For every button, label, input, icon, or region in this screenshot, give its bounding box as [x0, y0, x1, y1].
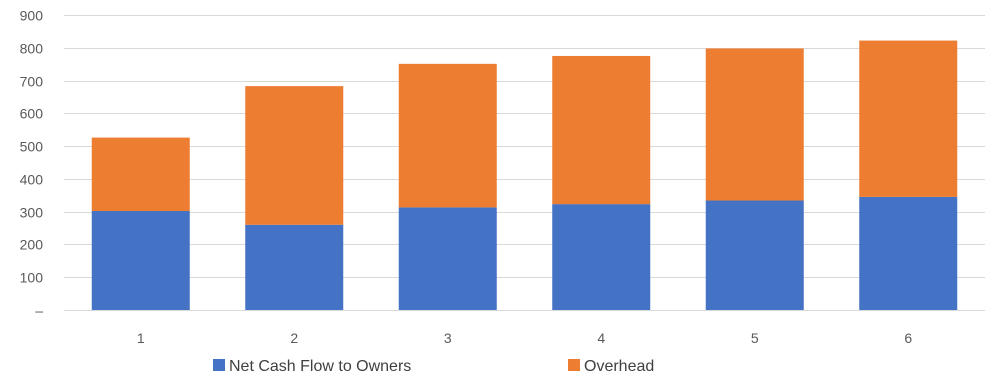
- bar-net-cash-flow: [398, 207, 497, 310]
- y-axis-tick-labels: – 100 200 300 400 500 600 700 800 900: [20, 8, 44, 319]
- y-tick-label: 600: [20, 106, 44, 122]
- legend-label-overhead: Overhead: [584, 358, 654, 375]
- y-tick-label: –: [35, 303, 43, 319]
- bar-overhead: [705, 48, 804, 201]
- y-tick-label: 200: [20, 237, 44, 253]
- bar-overhead: [398, 63, 497, 208]
- bar-net-cash-flow: [859, 196, 958, 310]
- x-tick-label: 4: [597, 330, 605, 346]
- y-tick-label: 100: [20, 270, 44, 286]
- y-tick-label: 800: [20, 41, 44, 57]
- x-axis-tick-labels: 1 2 3 4 5 6: [137, 330, 913, 346]
- y-tick-label: 500: [20, 139, 44, 155]
- bar-overhead: [859, 40, 958, 197]
- bar-overhead: [552, 55, 651, 205]
- bars: [91, 40, 958, 310]
- gridlines: [64, 15, 985, 311]
- bar-net-cash-flow: [245, 224, 344, 310]
- y-tick-label: 400: [20, 172, 44, 188]
- x-tick-label: 3: [444, 330, 452, 346]
- bar-overhead: [91, 137, 190, 212]
- x-tick-label: 5: [751, 330, 759, 346]
- legend-label-net-cash-flow: Net Cash Flow to Owners: [229, 358, 411, 375]
- y-tick-label: 300: [20, 205, 44, 221]
- legend-swatch-net-cash-flow: [213, 359, 225, 371]
- legend-swatch-overhead: [568, 359, 580, 371]
- bar-net-cash-flow: [552, 204, 651, 310]
- bar-net-cash-flow: [91, 211, 190, 310]
- x-tick-label: 1: [137, 330, 145, 346]
- legend: Net Cash Flow to Owners Overhead: [213, 358, 654, 375]
- x-tick-label: 2: [290, 330, 298, 346]
- x-tick-label: 6: [904, 330, 912, 346]
- y-tick-label: 700: [20, 74, 44, 90]
- y-tick-label: 900: [20, 8, 44, 24]
- bar-overhead: [245, 86, 344, 225]
- bar-net-cash-flow: [705, 200, 804, 310]
